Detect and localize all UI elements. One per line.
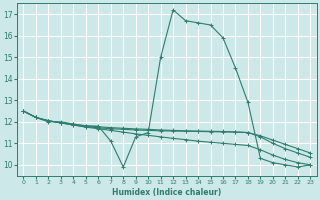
X-axis label: Humidex (Indice chaleur): Humidex (Indice chaleur)	[112, 188, 221, 197]
